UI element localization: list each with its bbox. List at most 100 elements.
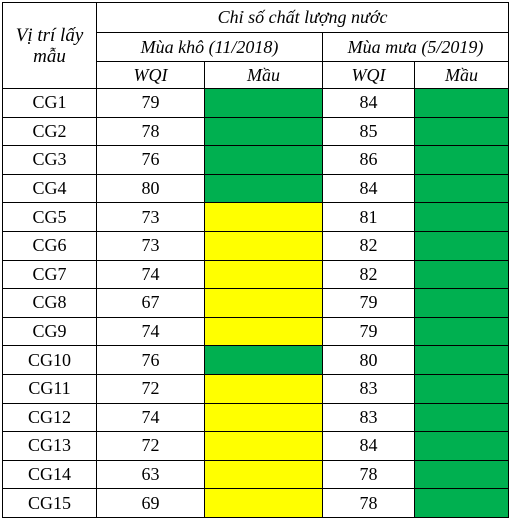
site-header: Vị trí lấy mẫu [2,2,97,89]
table-row: CG15 69 78 [2,488,510,518]
water-quality-table: Vị trí lấy mẫu Chỉ số chất lượng nước Mù… [2,2,510,518]
dry-wqi-cell: 72 [96,431,205,461]
wet-color-swatch [413,345,510,375]
site-cell: CG4 [2,173,97,204]
dry-wqi-cell: 67 [96,288,205,318]
site-cell: CG9 [2,316,97,347]
table-row: CG11 72 83 [2,373,510,404]
dry-wqi-cell: 74 [96,316,205,347]
wet-wqi-cell: 85 [322,116,415,147]
dry-color-swatch [204,116,323,147]
wet-wqi-cell: 83 [322,402,415,433]
dry-wqi-cell: 63 [96,459,205,490]
dry-color-swatch [204,202,323,232]
site-cell: CG2 [2,116,97,147]
table-row: CG14 63 78 [2,459,510,490]
dry-wqi-cell: 73 [96,202,205,232]
wet-color-swatch [413,373,510,404]
wet-color-swatch [413,88,510,118]
wet-wqi-cell: 82 [322,230,415,261]
dry-color-swatch [204,259,323,290]
site-cell: CG8 [2,288,97,318]
wet-color-swatch [413,259,510,290]
dry-color-swatch [204,230,323,261]
wet-wqi-cell: 79 [322,288,415,318]
dry-color-swatch [204,88,323,118]
dry-wqi-cell: 73 [96,230,205,261]
wet-season-header: Mùa mưa (5/2019) [321,32,510,62]
wet-color-header: Mầu [413,61,510,89]
wet-wqi-cell: 84 [322,173,415,204]
site-cell: CG1 [2,88,97,118]
wet-color-swatch [413,431,510,461]
dry-wqi-cell: 78 [96,116,205,147]
dry-color-swatch [204,288,323,318]
dry-color-swatch [204,459,323,490]
dry-season-header: Mùa khô (11/2018) [96,32,323,62]
table-row: CG1 79 84 [2,88,510,118]
wet-color-swatch [413,202,510,232]
dry-wqi-cell: 72 [96,373,205,404]
wet-wqi-cell: 84 [322,88,415,118]
site-cell: CG12 [2,402,97,433]
site-cell: CG5 [2,202,97,232]
site-cell: CG15 [2,488,97,518]
dry-wqi-cell: 79 [96,88,205,118]
table-row: CG5 73 81 [2,202,510,232]
dry-wqi-cell: 69 [96,488,205,518]
dry-color-header: Mầu [204,61,323,89]
wet-color-swatch [413,316,510,347]
dry-color-swatch [204,345,323,375]
table-body: CG1 79 84 CG2 78 85 CG3 76 86 CG4 80 84 CG5 73 81 CG6 73… [2,88,510,518]
table-row: CG7 74 82 [2,259,510,290]
table-row: CG8 67 79 [2,288,510,318]
table-row: CG6 73 82 [2,230,510,261]
wet-color-swatch [413,402,510,433]
dry-color-swatch [204,173,323,204]
wet-wqi-cell: 86 [322,145,415,175]
dry-wqi-cell: 76 [96,145,205,175]
site-cell: CG7 [2,259,97,290]
table-row: CG3 76 86 [2,145,510,175]
site-cell: CG6 [2,230,97,261]
wet-color-swatch [413,459,510,490]
dry-color-swatch [204,316,323,347]
site-cell: CG11 [2,373,97,404]
wet-wqi-cell: 79 [322,316,415,347]
wet-wqi-cell: 83 [322,373,415,404]
wet-wqi-cell: 82 [322,259,415,290]
dry-wqi-cell: 76 [96,345,205,375]
wet-wqi-cell: 80 [322,345,415,375]
wet-wqi-cell: 81 [322,202,415,232]
dry-color-swatch [204,145,323,175]
site-cell: CG10 [2,345,97,375]
site-cell: CG13 [2,431,97,461]
wet-color-swatch [413,145,510,175]
wet-wqi-cell: 84 [322,431,415,461]
wet-color-swatch [413,488,510,518]
wet-color-swatch [413,116,510,147]
site-cell: CG3 [2,145,97,175]
wet-color-swatch [413,230,510,261]
wet-color-swatch [413,288,510,318]
wet-wqi-header: WQI [322,61,415,89]
water-quality-index-header: Chỉ số chất lượng nước [95,2,510,33]
dry-wqi-cell: 74 [96,402,205,433]
table-row: CG4 80 84 [2,173,510,204]
wet-wqi-cell: 78 [322,459,415,490]
dry-wqi-cell: 74 [96,259,205,290]
table-row: CG10 76 80 [2,345,510,375]
wet-color-swatch [413,173,510,204]
table-row: CG12 74 83 [2,402,510,433]
dry-color-swatch [204,373,323,404]
dry-wqi-header: WQI [96,61,205,89]
dry-color-swatch [204,402,323,433]
table-row: CG9 74 79 [2,316,510,347]
table-row: CG2 78 85 [2,116,510,147]
wet-wqi-cell: 78 [322,488,415,518]
table-header: Vị trí lấy mẫu Chỉ số chất lượng nước Mù… [2,2,510,89]
dry-color-swatch [204,488,323,518]
table-row: CG13 72 84 [2,431,510,461]
dry-color-swatch [204,431,323,461]
site-cell: CG14 [2,459,97,490]
